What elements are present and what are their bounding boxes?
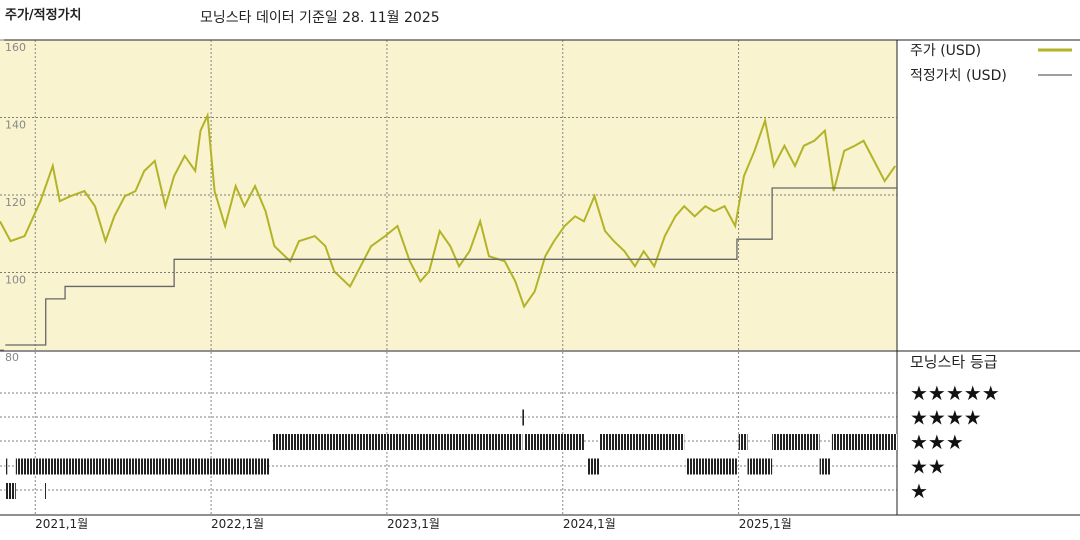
rating-bar: [15, 458, 270, 475]
rating-bar: [43, 483, 46, 499]
rating-bar: [738, 434, 748, 450]
rating-bar: [524, 434, 584, 450]
chart-subtitle: 모닝스타 데이터 기준일 28. 11월 2025: [200, 10, 440, 26]
legend-label: 주가 (USD): [910, 43, 981, 59]
y-tick-label: 140: [5, 119, 26, 132]
y-tick-label: 80: [5, 351, 19, 364]
rating-label: ★: [910, 479, 928, 503]
x-tick-label: 2024,1월: [563, 517, 616, 531]
series-line: [0, 111, 897, 309]
rating-bar: [5, 458, 8, 475]
x-tick-label: 2022,1월: [211, 517, 264, 531]
rating-bar: [587, 458, 600, 475]
rating-bar: [599, 434, 685, 450]
rating-title: 모닝스타 등급: [910, 353, 998, 371]
rating-bar: [685, 458, 737, 475]
y-tick-label: 160: [5, 41, 26, 54]
x-tick-label: 2023,1월: [387, 517, 440, 531]
rating-bar: [5, 483, 16, 499]
rating-bar: [747, 458, 773, 475]
rating-bar: [522, 409, 525, 426]
chart-title: 주가/적정가치: [5, 7, 82, 23]
rating-label: ★★★★: [910, 406, 982, 430]
legend-label: 적정가치 (USD): [910, 68, 1007, 84]
y-tick-label: 100: [5, 274, 26, 287]
rating-label: ★★★: [910, 430, 964, 454]
rating-label: ★★: [910, 455, 946, 479]
rating-bar: [272, 434, 523, 450]
rating-bar: [772, 434, 820, 450]
rating-bar: [819, 458, 831, 475]
x-tick-label: 2025,1월: [739, 517, 792, 531]
series-line: [5, 187, 897, 346]
y-tick-label: 120: [5, 196, 26, 209]
rating-label: ★★★★★: [910, 381, 1000, 405]
rating-bar: [831, 434, 897, 450]
x-tick-label: 2021,1월: [35, 517, 88, 531]
